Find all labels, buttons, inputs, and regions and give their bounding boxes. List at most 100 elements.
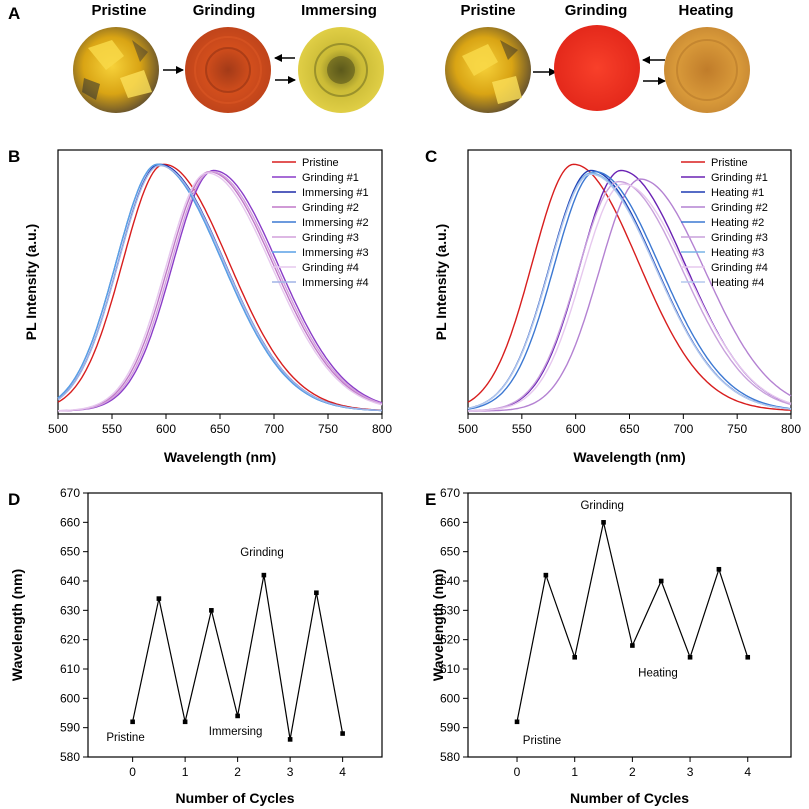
x-tick-label: 550 [102,422,122,436]
stage-label-grinding-left: Grinding [193,2,256,19]
chart-panel-e: E 0 1 2 3 4 580 590 600 610 620 630 640 650 660 670 Numb… [425,486,792,806]
plot-frame [467,492,792,758]
annotation-label: Pristine [106,732,144,744]
legend-label: Grinding #1 [302,172,359,184]
stage-label-immersing: Immersing [301,2,377,19]
x-tick-label: 700 [673,422,693,436]
y-tick-label: 610 [440,662,460,676]
y-axis-title: PL Intensity (a.u.) [433,224,449,340]
data-point [287,737,293,742]
legend-label: Heating #3 [711,247,764,259]
stage-label-grinding-right: Grinding [565,2,628,19]
series-line-6 [58,170,383,412]
x-tick-label: 600 [566,422,586,436]
x-tick-label: 550 [512,422,532,436]
y-tick-label: 620 [60,633,80,647]
x-tick-label: 800 [372,422,392,436]
annotation-label: Heating [638,667,678,679]
legend-label: Pristine [711,157,748,169]
stage-label-pristine-right: Pristine [460,2,515,19]
x-tick-label: 800 [781,422,801,436]
data-point [658,578,664,584]
y-axis-title: PL Intensity (a.u.) [23,224,39,340]
chart-panel-d: D 0 1 2 3 4 580 590 600 610 620 630 640 650 660 670 Numb… [8,486,383,806]
x-tick-label: 500 [48,422,68,436]
series-line-4 [468,178,792,412]
x-tick-label: 1 [182,765,189,779]
chart-panels: B 500 550 600 650 700 750 800 Wavelength (nm) PL … [8,147,801,806]
annotation-label: Grinding [240,547,283,559]
series-line-9 [467,173,792,410]
data-point [209,608,214,613]
x-tick-label: 700 [264,422,284,436]
series-line-6 [467,180,792,412]
x-tick-label: 2 [629,765,636,779]
data-point [687,654,693,660]
y-tick-label: 640 [440,574,460,588]
data-point [716,566,722,572]
legend-label: Heating #4 [711,277,764,289]
legend-label: Grinding #4 [302,262,359,274]
panel-a: A Pristine Grinding Immersing Pristine G… [8,2,750,113]
x-tick-label: 750 [318,422,338,436]
x-tick-label: 3 [287,765,294,779]
data-point [261,572,267,578]
legend-label: Grinding #4 [711,262,768,274]
series-line-1 [467,163,792,411]
y-tick-label: 650 [60,545,80,559]
data-point [630,643,635,648]
legend-label: Grinding #3 [711,232,768,244]
annotation-label: Immersing [209,726,263,738]
panel-letter-d: D [8,490,20,509]
panel-letter-a: A [8,4,20,23]
legend-label: Immersing #2 [302,217,369,229]
y-tick-label: 640 [60,574,80,588]
x-axis-title: Wavelength (nm) [164,449,276,465]
series-line-8 [467,183,792,412]
panel-letter-c: C [425,147,437,166]
y-tick-label: 650 [440,545,460,559]
y-axis-title: Wavelength (nm) [9,569,25,681]
x-tick-label: 750 [727,422,747,436]
x-tick-label: 650 [210,422,230,436]
chart-panel-c: C 500 550 600 650 700 750 800 Wavelength (nm) PL … [425,147,801,465]
y-tick-label: 660 [60,515,80,529]
series-line-1 [57,163,383,411]
x-tick-label: 1 [571,765,578,779]
data-point [314,590,319,596]
x-tick-label: 600 [156,422,176,436]
data-point [182,719,188,725]
legend-label: Immersing #3 [302,247,369,259]
y-tick-label: 590 [440,721,460,735]
legend-label: Immersing #4 [302,277,369,289]
x-tick-label: 4 [339,765,346,779]
sample-photo-immersing [298,27,384,113]
y-tick-label: 610 [60,662,80,676]
series-line-5 [467,170,792,410]
panel-letter-b: B [8,147,20,166]
legend-label: Heating #1 [711,187,764,199]
legend-label: Grinding #3 [302,232,359,244]
legend-label: Grinding #2 [711,202,768,214]
panel-letter-e: E [425,490,436,509]
x-tick-label: 500 [458,422,478,436]
x-tick-label: 0 [129,765,136,779]
y-tick-label: 670 [60,486,80,500]
sample-photo-heating [664,27,750,113]
x-tick-label: 0 [514,765,521,779]
series-line-4 [57,170,383,412]
x-axis-title: Number of Cycles [570,790,689,806]
annotation-label: Pristine [523,735,561,747]
y-tick-label: 600 [60,691,80,705]
data-point [745,654,751,660]
y-tick-label: 600 [440,691,460,705]
y-tick-label: 620 [440,633,460,647]
series-line-2 [57,169,383,412]
y-tick-label: 630 [60,603,80,617]
sample-photo-pristine-right [445,27,531,113]
y-axis-title: Wavelength (nm) [430,569,446,681]
x-tick-label: 2 [234,765,241,779]
data-point [543,572,549,578]
sample-photo-grinding-left [185,27,271,113]
stage-label-heating: Heating [678,2,733,19]
